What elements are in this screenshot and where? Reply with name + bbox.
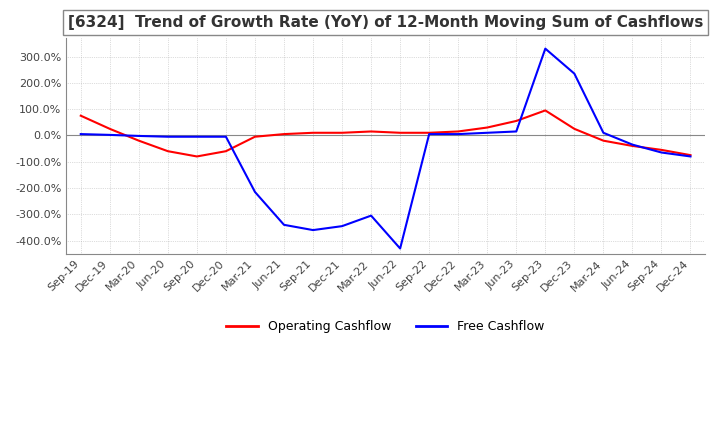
Operating Cashflow xyxy=(570,126,579,132)
Operating Cashflow xyxy=(135,138,143,143)
Free Cashflow xyxy=(251,189,259,194)
Operating Cashflow xyxy=(279,132,288,137)
Operating Cashflow xyxy=(163,149,172,154)
Free Cashflow xyxy=(105,132,114,138)
Legend: Operating Cashflow, Free Cashflow: Operating Cashflow, Free Cashflow xyxy=(222,315,550,338)
Free Cashflow xyxy=(570,71,579,76)
Operating Cashflow xyxy=(541,108,549,113)
Operating Cashflow xyxy=(657,147,666,153)
Operating Cashflow xyxy=(366,129,375,134)
Free Cashflow xyxy=(279,222,288,227)
Operating Cashflow xyxy=(309,130,318,136)
Operating Cashflow xyxy=(76,113,85,118)
Free Cashflow xyxy=(396,246,405,251)
Free Cashflow xyxy=(599,130,608,136)
Operating Cashflow xyxy=(483,125,492,130)
Free Cashflow xyxy=(366,213,375,218)
Operating Cashflow xyxy=(338,130,346,136)
Operating Cashflow xyxy=(192,154,201,159)
Free Cashflow xyxy=(657,150,666,155)
Line: Free Cashflow: Free Cashflow xyxy=(81,49,690,249)
Title: [6324]  Trend of Growth Rate (YoY) of 12-Month Moving Sum of Cashflows: [6324] Trend of Growth Rate (YoY) of 12-… xyxy=(68,15,703,30)
Line: Operating Cashflow: Operating Cashflow xyxy=(81,110,690,157)
Operating Cashflow xyxy=(396,130,405,136)
Operating Cashflow xyxy=(105,126,114,132)
Operating Cashflow xyxy=(454,129,462,134)
Free Cashflow xyxy=(483,130,492,136)
Operating Cashflow xyxy=(425,130,433,136)
Free Cashflow xyxy=(541,46,549,51)
Free Cashflow xyxy=(628,142,636,147)
Operating Cashflow xyxy=(251,134,259,139)
Free Cashflow xyxy=(338,224,346,229)
Free Cashflow xyxy=(512,129,521,134)
Operating Cashflow xyxy=(628,143,636,149)
Operating Cashflow xyxy=(686,153,695,158)
Operating Cashflow xyxy=(222,149,230,154)
Free Cashflow xyxy=(454,132,462,137)
Free Cashflow xyxy=(163,134,172,139)
Free Cashflow xyxy=(425,132,433,137)
Operating Cashflow xyxy=(599,138,608,143)
Free Cashflow xyxy=(76,132,85,137)
Free Cashflow xyxy=(222,134,230,139)
Free Cashflow xyxy=(686,154,695,159)
Operating Cashflow xyxy=(512,118,521,124)
Free Cashflow xyxy=(192,134,201,139)
Free Cashflow xyxy=(135,133,143,139)
Free Cashflow xyxy=(309,227,318,233)
